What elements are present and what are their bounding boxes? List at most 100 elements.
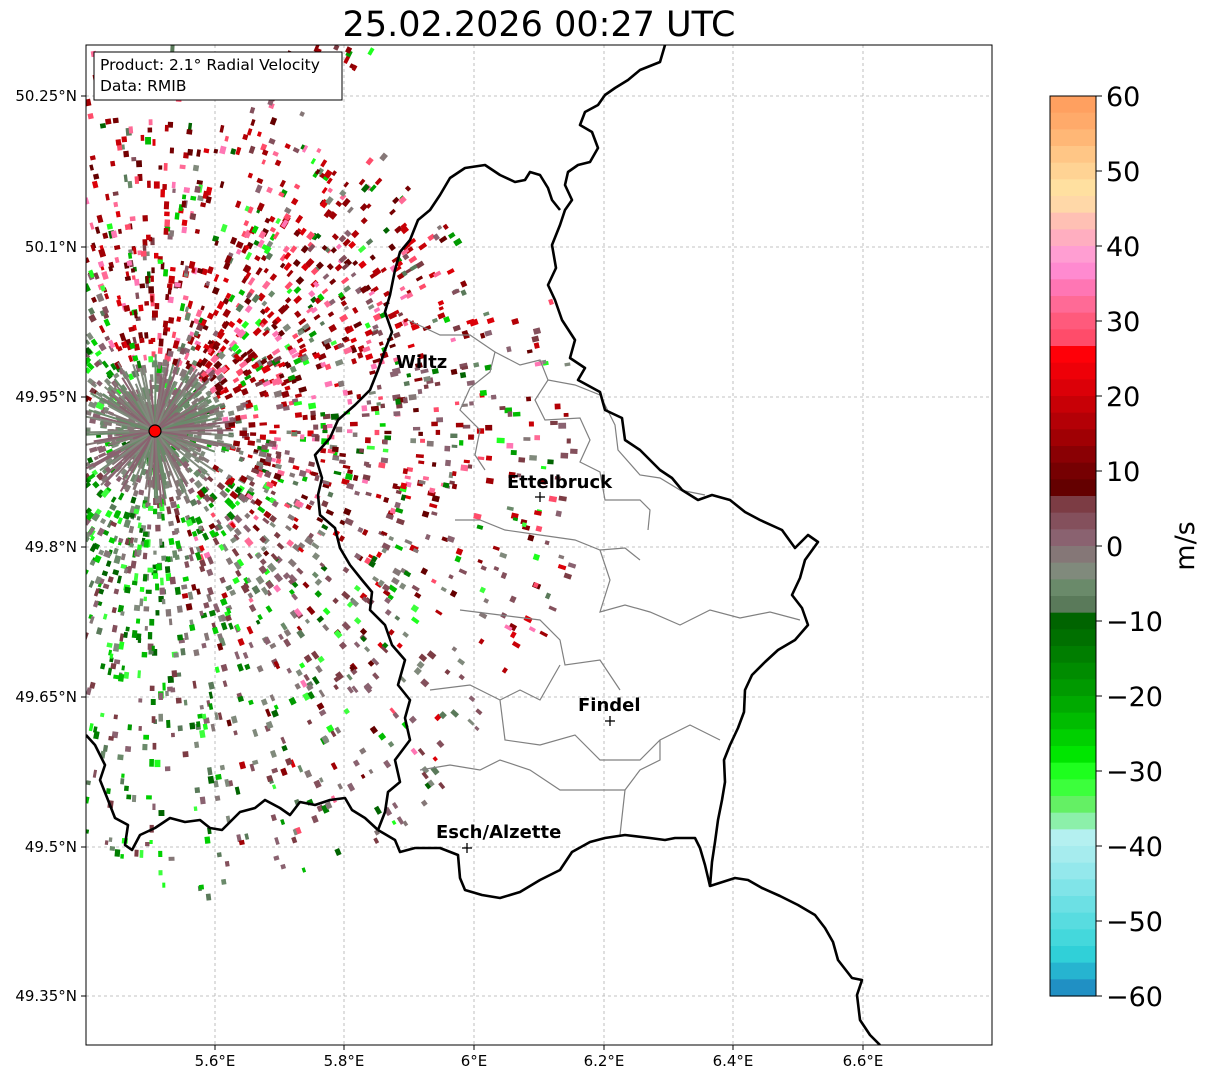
radar-pixel — [161, 555, 167, 561]
radar-pixel — [110, 496, 117, 503]
radar-pixel — [182, 751, 189, 758]
radar-pixel — [392, 485, 401, 490]
radar-pixel — [88, 580, 95, 588]
radar-pixel — [135, 618, 141, 624]
radar-pixel — [321, 804, 330, 814]
radar-pixel — [183, 265, 190, 274]
radar-pixel — [220, 365, 228, 374]
radar-pixel — [452, 324, 461, 332]
radar-pixel — [244, 537, 254, 547]
radar-pixel — [412, 426, 421, 431]
radar-pixel — [359, 203, 368, 212]
radar-pixel — [351, 229, 360, 239]
colorbar-step — [1050, 729, 1096, 747]
radar-pixel — [86, 352, 91, 359]
radar-pixel — [112, 569, 120, 576]
radar-pixel — [500, 571, 508, 580]
radar-pixel — [316, 167, 324, 176]
radar-pixel — [121, 136, 128, 143]
radar-pixel — [343, 346, 353, 355]
radar-pixel — [321, 244, 328, 251]
radar-pixel — [296, 337, 304, 344]
border-belgium — [313, 163, 562, 831]
radar-pixel — [151, 351, 156, 358]
radar-pixel — [155, 610, 160, 616]
radar-pixel — [205, 196, 212, 204]
radar-pixel — [438, 306, 444, 311]
radar-pixel — [325, 196, 334, 206]
radar-pixel — [391, 576, 400, 586]
radar-pixel — [293, 286, 302, 294]
radar-pixel — [310, 296, 318, 304]
radar-pixel — [213, 360, 223, 370]
radar-pixel — [260, 143, 268, 152]
radar-pixel — [364, 646, 371, 653]
radar-pixel — [286, 539, 295, 548]
radar-pixel — [540, 465, 547, 470]
radar-pixel — [436, 417, 444, 423]
radar-pixel — [253, 404, 259, 412]
radar-pixel — [135, 292, 140, 300]
radar-pixel — [219, 597, 228, 606]
radar-pixel — [132, 336, 137, 345]
colorbar-step — [1050, 96, 1096, 114]
radar-pixel — [128, 326, 135, 333]
radar-pixel — [528, 626, 536, 633]
radar-pixel — [109, 503, 117, 511]
radar-pixel — [387, 311, 398, 320]
radar-pixel — [535, 525, 543, 533]
radar-pixel — [404, 185, 412, 192]
radar-pixel — [394, 225, 403, 234]
radar-pixel — [534, 435, 541, 441]
radar-pixel — [420, 368, 429, 374]
radar-pixel — [388, 628, 395, 636]
radar-pixel — [432, 233, 440, 241]
radar-pixel — [477, 456, 485, 461]
radar-pixel — [415, 275, 424, 282]
radar-pixel — [468, 695, 476, 702]
radar-pixel — [436, 224, 443, 231]
radar-pixel — [142, 531, 148, 537]
radar-pixel — [89, 222, 95, 230]
radar-pixel — [266, 353, 274, 361]
radar-pixel — [436, 739, 445, 749]
radar-pixel — [87, 473, 96, 481]
radar-pixel — [237, 493, 248, 503]
radar-pixel — [504, 624, 513, 632]
radar-pixel — [234, 651, 241, 660]
radar-pixel — [236, 317, 243, 325]
radar-pixel — [177, 634, 184, 641]
radar-pixel — [383, 496, 390, 503]
radar-pixel — [203, 632, 210, 641]
radar-pixel — [244, 297, 252, 305]
radar-pixel — [172, 340, 180, 349]
radar-pixel — [223, 261, 231, 271]
radar-pixel — [88, 402, 97, 409]
colorbar-step — [1050, 379, 1096, 397]
radar-pixel — [238, 450, 244, 455]
radar-pixel — [292, 259, 301, 267]
radar-pixel — [193, 649, 200, 657]
radar-pixel — [145, 275, 149, 284]
radar-pixel — [317, 529, 326, 537]
data-source-label: Data: RMIB — [100, 77, 187, 95]
radar-pixel — [402, 253, 410, 261]
radar-pixel — [157, 332, 162, 340]
radar-pixel — [89, 559, 96, 567]
radar-pixel — [198, 383, 207, 393]
radar-pixel — [249, 376, 257, 384]
radar-pixel — [131, 629, 138, 639]
radar-pixel — [129, 216, 136, 222]
radar-pixel — [254, 498, 263, 507]
radar-pixel — [396, 260, 404, 268]
colorbar-step — [1050, 329, 1096, 347]
radar-pixel — [554, 475, 561, 481]
radar-pixel — [246, 348, 254, 355]
radar-pixel — [389, 208, 396, 216]
radar-pixel — [557, 563, 567, 571]
radar-pixel — [422, 324, 432, 332]
radar-pixel — [221, 592, 228, 599]
radar-pixel — [289, 365, 297, 374]
radar-pixel — [512, 517, 519, 522]
radar-pixel — [265, 720, 274, 730]
